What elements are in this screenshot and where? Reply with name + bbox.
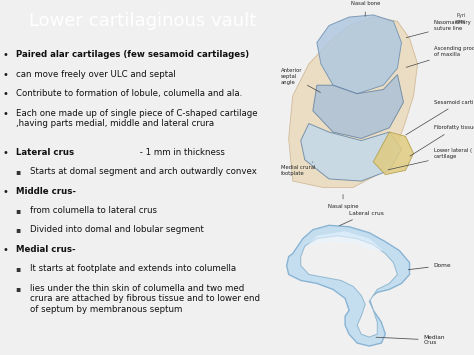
Text: It starts at footplate and extends into columella: It starts at footplate and extends into … — [29, 264, 236, 273]
Text: - 1 mm in thickness: - 1 mm in thickness — [137, 148, 225, 157]
Text: Middle crus-: Middle crus- — [16, 187, 75, 196]
Text: •: • — [3, 70, 9, 80]
Text: •: • — [3, 148, 9, 158]
Text: •: • — [3, 187, 9, 197]
Text: Dome: Dome — [408, 263, 451, 270]
Text: Paired alar cartilages (few sesamoid cartilages): Paired alar cartilages (few sesamoid car… — [16, 50, 249, 59]
Polygon shape — [373, 132, 413, 175]
Text: Sesamoid cartilage: Sesamoid cartilage — [406, 100, 474, 135]
Text: Ascending process
of maxilla: Ascending process of maxilla — [406, 46, 474, 67]
Text: Anterior
septal
angle: Anterior septal angle — [281, 69, 320, 92]
Polygon shape — [289, 17, 418, 187]
Polygon shape — [287, 225, 410, 346]
Text: •: • — [3, 89, 9, 99]
Text: Starts at domal segment and arch outwardly convex: Starts at domal segment and arch outward… — [29, 167, 256, 176]
Text: Fibrofatty tissue: Fibrofatty tissue — [410, 125, 474, 156]
Text: Lower cartilaginous vault: Lower cartilaginous vault — [28, 12, 256, 30]
Text: Lateral crus: Lateral crus — [339, 211, 384, 226]
Text: ▪: ▪ — [16, 225, 21, 234]
Text: •: • — [3, 50, 9, 60]
Text: ▪: ▪ — [16, 284, 21, 293]
Text: Pyri
aper: Pyri aper — [455, 13, 466, 23]
Text: can move freely over ULC and septal: can move freely over ULC and septal — [16, 70, 175, 79]
Text: ▪: ▪ — [16, 206, 21, 215]
Text: Each one made up of single piece of C-shaped cartilage
,having parts medial, mid: Each one made up of single piece of C-sh… — [16, 109, 257, 128]
Text: Medial crural
footplate: Medial crural footplate — [281, 162, 315, 176]
Text: Nasomaxillary
suture line: Nasomaxillary suture line — [406, 20, 472, 38]
Text: ▪: ▪ — [16, 264, 21, 273]
Text: lies under the thin skin of columella and two med
crura are attached by fibrous : lies under the thin skin of columella an… — [29, 284, 260, 313]
Text: Nasal spine: Nasal spine — [328, 195, 358, 209]
Text: •: • — [3, 245, 9, 255]
Polygon shape — [313, 75, 403, 138]
Text: Lateral crus: Lateral crus — [16, 148, 73, 157]
Text: ▪: ▪ — [16, 167, 21, 176]
Polygon shape — [301, 236, 397, 337]
Text: •: • — [3, 109, 9, 119]
Polygon shape — [301, 124, 401, 181]
Text: Nasal bone: Nasal bone — [351, 1, 380, 16]
Text: Lower lateral ( alar )
cartilage: Lower lateral ( alar ) cartilage — [388, 148, 474, 170]
Text: from columella to lateral crus: from columella to lateral crus — [29, 206, 156, 215]
Polygon shape — [317, 15, 401, 94]
Text: Medial crus-: Medial crus- — [16, 245, 75, 254]
Text: Median
Crus: Median Crus — [376, 335, 445, 345]
Text: Divided into domal and lobular segment: Divided into domal and lobular segment — [29, 225, 203, 234]
Polygon shape — [305, 231, 383, 251]
Text: Contribute to formation of lobule, columella and ala.: Contribute to formation of lobule, colum… — [16, 89, 242, 98]
